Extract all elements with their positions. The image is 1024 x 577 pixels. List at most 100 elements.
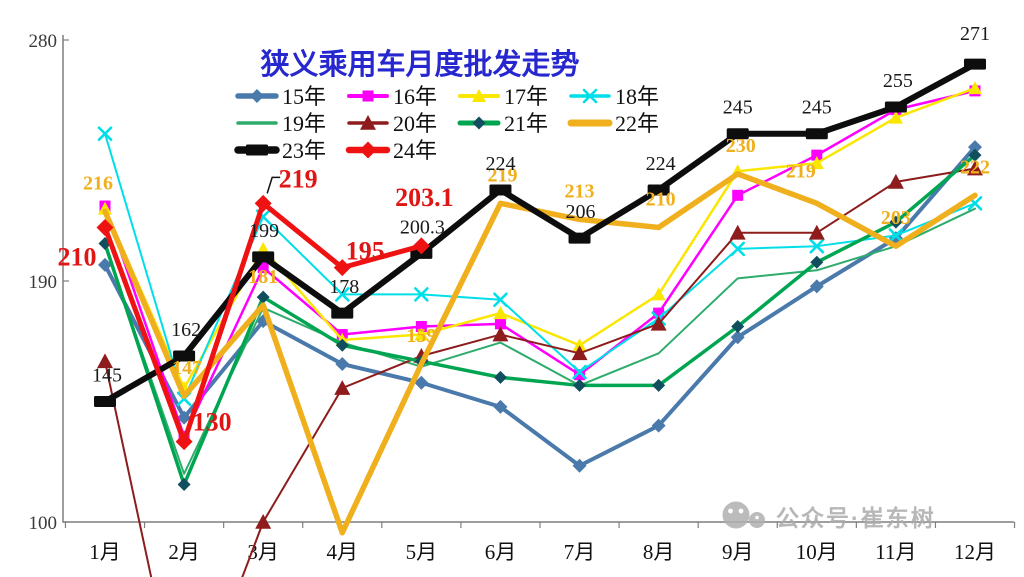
legend-label-23年: 23年	[282, 138, 326, 163]
series-line-15年	[103, 145, 977, 468]
legend-marker-15年	[250, 89, 264, 103]
legend-item-21年: 21年	[457, 111, 548, 136]
data-label-22年-3月: 181	[248, 266, 278, 288]
series-marker-23年	[647, 184, 670, 196]
series-marker-24年	[175, 433, 193, 451]
series-marker-18年	[334, 287, 350, 302]
series-marker-23年	[568, 232, 591, 244]
x-tick-label: 5月	[406, 540, 438, 564]
series-marker-20年	[729, 224, 746, 240]
series-marker-21年	[177, 478, 191, 492]
series-line-21年	[103, 153, 977, 487]
data-label-23年-2月: 162	[171, 319, 201, 341]
data-label-23年-7月: 206	[566, 201, 596, 223]
legend-marker-23年	[246, 144, 268, 156]
series-marker-17年	[98, 201, 112, 215]
series-line-19年	[104, 207, 976, 475]
legend-marker-20年	[360, 115, 376, 130]
legend-item-24年: 24年	[345, 138, 437, 163]
series-marker-23年	[94, 396, 116, 408]
legend-item-23年: 23年	[234, 138, 326, 163]
legend-label-17年: 17年	[504, 84, 548, 109]
series-marker-21年	[493, 370, 507, 384]
series-marker-17年	[572, 338, 587, 352]
legend-label-15年: 15年	[282, 84, 326, 109]
series-marker-24年	[333, 259, 351, 277]
series-marker-15年	[967, 140, 982, 155]
data-label-23年-11月: 255	[883, 70, 913, 92]
series-marker-20年	[650, 315, 667, 331]
series-marker-18年	[493, 292, 508, 308]
data-label-23年-1月: 145	[92, 365, 122, 387]
x-tick-label: 4月	[327, 540, 359, 564]
data-label-22年-2月: 147	[172, 357, 202, 379]
data-label-22年-10月: 219	[786, 160, 816, 182]
series-marker-17年	[493, 306, 508, 320]
data-label-24年-2月: 130	[193, 408, 232, 437]
series-marker-17年	[967, 81, 982, 95]
series-marker-21年	[573, 378, 587, 392]
data-label-22年-6月: 219	[487, 164, 517, 186]
data-label-22年-11月: 203	[881, 207, 911, 229]
series-marker-24年	[412, 237, 430, 255]
legend-marker-16年	[362, 90, 374, 102]
series-line-20年	[104, 167, 976, 577]
series-lines	[94, 58, 986, 577]
data-labels: 216 147 181 159 219 213 210 230 219 203 222 145 162 1…	[58, 23, 990, 437]
series-marker-20年	[334, 380, 351, 395]
legend-item-18年: 18年	[569, 84, 659, 109]
series-marker-21年	[889, 215, 903, 229]
x-tick-label: 1月	[89, 540, 121, 564]
series-marker-15年	[98, 257, 112, 272]
series-line-16年	[103, 89, 977, 438]
series-marker-20年	[571, 345, 588, 361]
series-marker-18年	[572, 364, 587, 380]
series-marker-21年	[810, 255, 824, 269]
legend-marker-17年	[472, 89, 486, 102]
legend-label-18年: 18年	[615, 84, 659, 109]
series-marker-23年	[252, 251, 275, 263]
data-label-23年-5月: 200.3	[400, 216, 445, 238]
series-marker-20年	[97, 353, 113, 369]
series-marker-23年	[963, 58, 986, 70]
data-label-24年-3月: 219	[279, 164, 318, 193]
series-marker-20年	[492, 326, 509, 342]
series-marker-18年	[414, 287, 429, 302]
series-marker-15年	[809, 279, 824, 294]
series-marker-18年	[809, 238, 825, 254]
legend-item-20年: 20年	[347, 111, 437, 136]
series-marker-23年	[805, 128, 828, 140]
legend-label-24年: 24年	[393, 138, 437, 163]
series-marker-16年	[415, 321, 427, 333]
series-marker-15年	[335, 357, 350, 372]
series-marker-16年	[574, 369, 586, 381]
series-marker-23年	[489, 184, 512, 196]
series-marker-17年	[414, 327, 429, 341]
legend-label-20年: 20年	[393, 111, 437, 136]
data-label-23年-9月: 245	[723, 97, 753, 119]
series-marker-17年	[809, 156, 824, 170]
x-tick-label: 9月	[722, 540, 754, 564]
y-tick-label: 100	[29, 513, 58, 534]
series-marker-18年	[888, 228, 904, 243]
series-marker-21年	[731, 320, 745, 334]
data-label-23年-10月: 245	[802, 97, 832, 119]
legend-item-17年: 17年	[458, 84, 548, 109]
series-marker-24年	[96, 218, 114, 236]
data-label-22年-5月: 159	[406, 325, 436, 347]
label-leader-line	[266, 176, 281, 194]
series-marker-24年	[254, 194, 272, 212]
data-label-24年-5月: 203.1	[395, 183, 454, 212]
series-marker-23年	[331, 307, 354, 319]
series-marker-20年	[966, 160, 983, 176]
series-marker-23年	[726, 128, 749, 140]
series-marker-16年	[257, 262, 269, 274]
series-marker-16年	[653, 307, 665, 319]
y-tick-label: 280	[29, 31, 58, 52]
x-tick-label: 2月	[168, 540, 200, 564]
data-label-23年-12月: 271	[960, 23, 990, 45]
series-marker-15年	[572, 458, 587, 473]
